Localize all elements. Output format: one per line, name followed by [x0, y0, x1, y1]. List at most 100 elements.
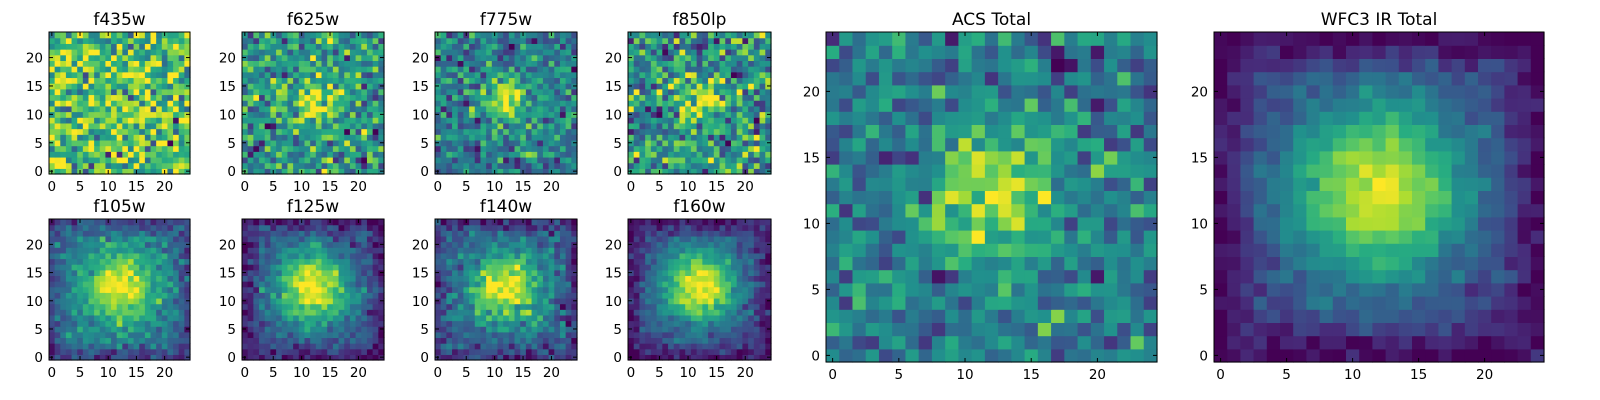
heatmap-cell	[508, 258, 516, 265]
heatmap-cell	[259, 252, 266, 260]
heatmap-cell	[71, 281, 78, 288]
heatmap-cell	[65, 354, 73, 361]
heatmap-cell	[639, 134, 646, 141]
heatmap-cell	[54, 162, 61, 169]
heatmap-cell	[713, 117, 721, 124]
heatmap-cell	[338, 281, 345, 288]
heatmap-cell	[736, 94, 743, 101]
heatmap-cell	[690, 331, 698, 339]
heatmap-cell	[685, 105, 692, 113]
heatmap-cell	[378, 128, 385, 135]
heatmap-cell	[71, 230, 78, 237]
heatmap-cell	[338, 77, 345, 84]
heatmap-cell	[503, 247, 510, 254]
heatmap-cell	[327, 145, 334, 152]
heatmap-cell	[264, 297, 271, 305]
heatmap-cell	[287, 230, 294, 237]
heatmap-cell	[144, 151, 152, 158]
heatmap-cell	[542, 348, 550, 355]
heatmap-cell	[639, 77, 646, 84]
heatmap-cell	[247, 331, 254, 339]
heatmap-cell	[344, 292, 351, 299]
heatmap-cell	[525, 219, 533, 226]
heatmap-cell	[662, 348, 669, 355]
heatmap-cell	[99, 88, 106, 96]
heatmap-cell	[719, 348, 726, 355]
heatmap-cell	[281, 241, 289, 248]
heatmap-cell	[679, 88, 686, 96]
heatmap-cell	[173, 314, 180, 322]
heatmap-cell	[639, 309, 646, 316]
heatmap-cell	[531, 241, 538, 248]
heatmap-cell	[719, 77, 726, 84]
heatmap-cell	[99, 134, 106, 141]
heatmap-cell	[690, 168, 698, 175]
heatmap-cell	[742, 275, 749, 282]
heatmap-cell	[491, 60, 499, 67]
heatmap-cell	[349, 83, 357, 90]
heatmap-cell	[702, 94, 709, 101]
heatmap-cell	[497, 286, 504, 293]
heatmap-cell	[281, 235, 289, 243]
heatmap-cell	[116, 314, 123, 322]
heatmap-cell	[690, 145, 698, 152]
heatmap-cell	[82, 224, 90, 231]
heatmap-cell	[304, 230, 311, 237]
heatmap-cell	[99, 252, 106, 260]
heatmap-cell	[559, 168, 567, 175]
heatmap-cell	[304, 83, 311, 90]
heatmap-cell	[156, 252, 163, 260]
heatmap-cell	[736, 162, 743, 169]
heatmap-cell	[122, 309, 129, 316]
heatmap-cell	[242, 151, 249, 158]
heatmap-cell	[122, 269, 129, 276]
heatmap-cell	[150, 258, 157, 265]
heatmap-cell	[60, 105, 67, 113]
heatmap-cell	[446, 162, 453, 169]
heatmap-cell	[122, 77, 129, 84]
heatmap-cell	[474, 348, 482, 355]
heatmap-cell	[71, 224, 78, 231]
heatmap-cell	[276, 60, 283, 67]
heatmap-cell	[452, 309, 459, 316]
heatmap-cell	[150, 139, 157, 147]
heatmap-cell	[298, 292, 306, 299]
heatmap-cell	[537, 105, 544, 113]
heatmap-cell	[94, 281, 101, 288]
heatmap-cell	[548, 71, 555, 79]
heatmap-cell	[94, 100, 101, 107]
heatmap-cell	[668, 297, 675, 305]
heatmap-cell	[633, 83, 641, 90]
heatmap-cell	[372, 258, 379, 265]
y-tick-label: 20	[412, 237, 429, 253]
heatmap-cell	[178, 117, 185, 124]
heatmap-cell	[525, 252, 533, 260]
heatmap-cell	[702, 139, 709, 147]
heatmap-cell	[361, 139, 368, 147]
heatmap-cell	[685, 275, 692, 282]
heatmap-cell	[82, 247, 90, 254]
heatmap-cell	[378, 235, 385, 243]
heatmap-cell	[474, 241, 482, 248]
heatmap-cell	[474, 94, 482, 101]
heatmap-cell	[184, 258, 191, 265]
heatmap-cell	[633, 54, 641, 61]
heatmap-cell	[474, 151, 482, 158]
heatmap-cell	[571, 37, 578, 44]
heatmap-cell	[349, 230, 357, 237]
heatmap-cell	[730, 156, 738, 164]
heatmap-cell	[446, 343, 453, 350]
heatmap-cell	[298, 230, 306, 237]
heatmap-cell	[366, 314, 374, 322]
heatmap-cell	[139, 331, 146, 339]
heatmap-cell	[349, 331, 357, 339]
heatmap-cell	[491, 303, 499, 310]
heatmap-cell	[440, 264, 447, 271]
heatmap-cell	[349, 54, 357, 61]
heatmap-cell	[542, 100, 550, 107]
heatmap-cell	[537, 348, 544, 355]
heatmap-cell	[645, 100, 652, 107]
heatmap-cell	[520, 128, 527, 135]
heatmap-cell	[276, 49, 283, 56]
heatmap-cell	[685, 281, 692, 288]
